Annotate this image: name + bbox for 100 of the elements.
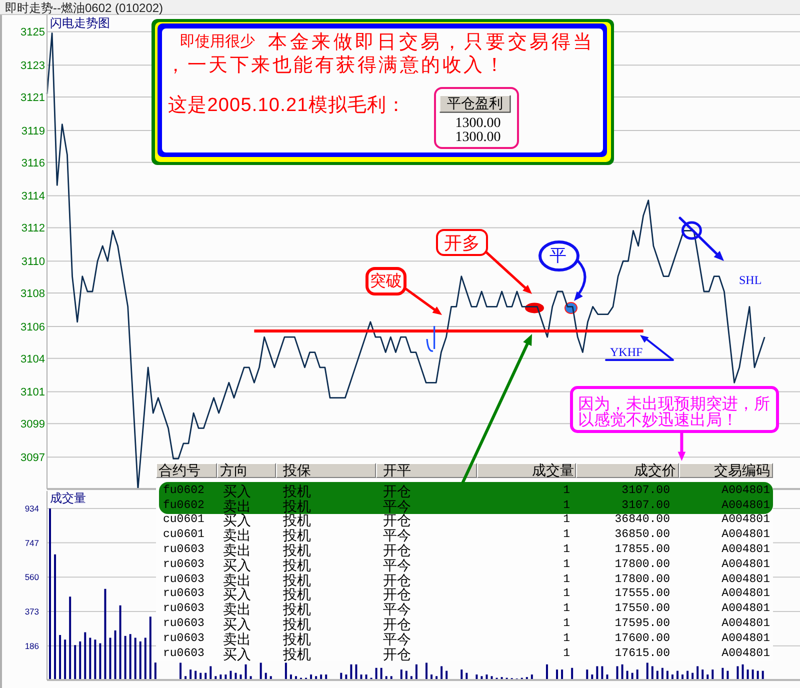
- y-tick-label: 186: [24, 640, 40, 651]
- text: 投机: [282, 646, 311, 662]
- text: 1: [563, 558, 570, 571]
- category-label: 成交价: [634, 462, 676, 479]
- text: 1: [563, 572, 570, 586]
- text: A004801: [722, 513, 770, 526]
- text: 1: [563, 602, 570, 616]
- y-tick-label: 3123: [20, 60, 45, 72]
- text: ru0603: [162, 587, 204, 600]
- text: 1: [563, 498, 570, 512]
- text: 投机: [282, 482, 311, 499]
- text: 开仓: [382, 616, 411, 632]
- text: 17800.00: [614, 572, 670, 586]
- y-tick-label: 3106: [20, 321, 45, 334]
- text: cu0601: [162, 513, 204, 526]
- y-tick-label: 3101: [20, 386, 45, 399]
- text: ru0603: [162, 646, 204, 660]
- y-tick-label: 3121: [20, 92, 45, 104]
- text: A004801: [722, 528, 770, 542]
- text: 开仓: [382, 646, 411, 662]
- text: A004801: [722, 558, 770, 571]
- annotation: 这是2005.10.21模拟毛利：: [168, 94, 406, 116]
- text: 1: [563, 513, 570, 526]
- category-label: 合约号: [158, 462, 200, 479]
- text: 投机: [282, 616, 311, 632]
- y-tick-label: 3104: [20, 353, 45, 366]
- y-tick-label: 3116: [21, 157, 45, 170]
- annotation: 平: [550, 246, 566, 266]
- text: 17615.00: [614, 646, 670, 660]
- text: 买入: [222, 586, 251, 602]
- text: 开仓: [382, 482, 411, 499]
- category-label: 方向: [220, 462, 248, 479]
- text: 投机: [282, 630, 311, 647]
- text: A004801: [722, 646, 770, 660]
- text: 平今: [382, 556, 411, 573]
- text: A004801: [722, 587, 770, 600]
- text: A004801: [722, 498, 770, 512]
- text: 1: [563, 542, 570, 556]
- text: 1: [563, 484, 570, 497]
- text: 投机: [282, 527, 311, 544]
- text: 投机: [282, 572, 311, 588]
- category-label: 交易编码: [714, 462, 770, 479]
- text: ru0603: [162, 616, 204, 630]
- text: 投机: [282, 542, 311, 558]
- text: 买入: [222, 482, 251, 499]
- annotation: 突破: [370, 272, 402, 290]
- y-tick-label: 3114: [21, 190, 45, 203]
- text: 17855.00: [614, 542, 670, 556]
- text: 投机: [282, 586, 311, 602]
- category-label: 开平: [382, 462, 411, 479]
- text: 平今: [382, 498, 411, 514]
- text: ru0603: [162, 632, 204, 645]
- text: 17800.00: [614, 558, 670, 571]
- y-tick-label: 3125: [20, 26, 45, 39]
- text: 投机: [282, 512, 311, 528]
- y-tick-label: 3108: [20, 288, 45, 300]
- text: 36850.00: [614, 528, 670, 542]
- text: 开仓: [382, 512, 411, 528]
- text: 买入: [222, 646, 251, 662]
- y-tick-label: 3110: [21, 256, 45, 268]
- text: 卖出: [222, 630, 251, 647]
- y-tick-label: 934: [24, 503, 40, 514]
- y-tick-label: 560: [24, 572, 40, 582]
- text: ru0603: [162, 542, 204, 556]
- category-label: 投保: [282, 462, 311, 479]
- text: 买入: [222, 616, 251, 632]
- text: fu0602: [162, 484, 204, 497]
- text: 开仓: [382, 542, 411, 558]
- text: 17600.00: [614, 632, 670, 645]
- text: 3107.00: [622, 484, 670, 497]
- text: 1: [563, 587, 570, 600]
- text: 卖出: [222, 601, 251, 618]
- text: 平今: [382, 601, 411, 618]
- text: A004801: [722, 602, 770, 616]
- text: 买入: [222, 512, 251, 528]
- text: 投机: [282, 498, 311, 514]
- text: A004801: [722, 542, 770, 556]
- annotation: YKHF: [610, 344, 643, 358]
- text: 开仓: [382, 586, 411, 602]
- text: 卖出: [222, 542, 251, 558]
- text: A004801: [722, 616, 770, 630]
- text: 卖出: [222, 527, 251, 544]
- annotation: 1300.00: [455, 114, 501, 132]
- chart-title: 即时走势--燃油0602 (010202): [5, 0, 164, 14]
- chart-subtitle: 闪电走势图: [50, 16, 110, 30]
- text: fu0602: [162, 498, 204, 512]
- annotation: SHL: [739, 272, 762, 286]
- text: 17555.00: [614, 587, 670, 600]
- text: 投机: [282, 556, 311, 573]
- chart-title: 成交量: [50, 491, 86, 505]
- y-tick-label: 3099: [20, 418, 45, 431]
- annotation: 因为，未出现预期突进，所以感觉不妙迅速出局！: [578, 396, 771, 430]
- text: 卖出: [222, 498, 251, 514]
- text: 平今: [382, 527, 411, 544]
- y-tick-label: 373: [24, 606, 40, 617]
- text: ru0603: [162, 558, 204, 571]
- text: 17595.00: [614, 616, 670, 630]
- annotation: 本金来做即日交易，只要交易得当: [268, 31, 595, 54]
- text: A004801: [722, 572, 770, 586]
- text: cu0601: [162, 528, 204, 542]
